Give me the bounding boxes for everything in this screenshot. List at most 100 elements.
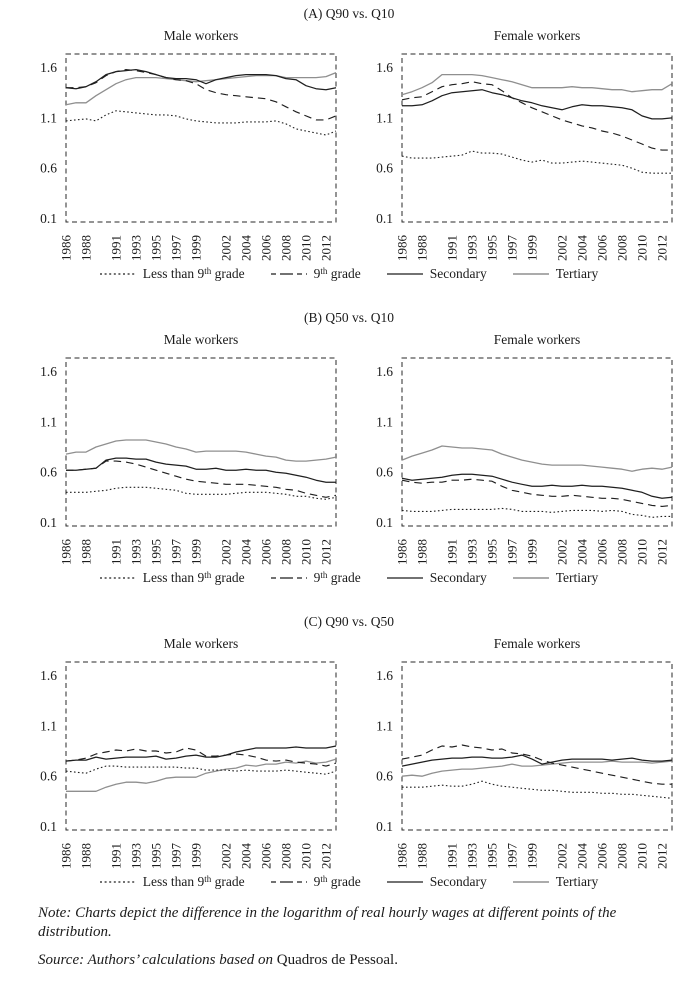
x-axis-tick-label: 1988 <box>79 539 94 565</box>
plot-frame <box>401 53 673 223</box>
legend-label-less-than-9th-grade: Less than 9th grade <box>143 570 245 586</box>
y-axis-tick-label: 0.1 <box>376 819 393 834</box>
legend-label-post: grade <box>327 874 361 889</box>
series-less-than-9th-grade-line <box>65 110 337 136</box>
x-axis-tick-label: 1999 <box>525 539 540 565</box>
panel-title-A: (A) Q90 vs. Q10 <box>303 6 395 21</box>
note-text: Note: Charts depict the difference in th… <box>38 904 662 942</box>
legend-label-9th-grade: 9th grade <box>314 266 361 282</box>
series-9th-grade-line <box>401 478 673 507</box>
x-axis-tick-label: 2004 <box>239 539 254 566</box>
panel-C: (C) Q90 vs. Q50 Male workers 1.6 1.1 0.6 0.1 1… <box>6 614 692 890</box>
x-axis-tick-label: 1999 <box>189 539 204 565</box>
x-axis-tick-label: 2010 <box>635 539 650 565</box>
y-axis-tick-label: 0.1 <box>376 515 393 530</box>
x-axis-tick-label: 2006 <box>595 235 610 262</box>
y-axis-tick-label: 1.6 <box>376 60 393 75</box>
series-secondary-line <box>65 68 337 91</box>
source-text: Source: Authors’ calculations based on Q… <box>38 951 662 970</box>
x-axis-tick-label: 2010 <box>299 235 314 261</box>
x-axis-tick-label: 2010 <box>635 843 650 869</box>
legend-item-tertiary: Tertiary <box>512 874 599 890</box>
chart-block-A-female: Female workers 1.6 1.1 0.6 0.1 1986 1988 1991 19… <box>342 28 678 266</box>
legend-swatch-9th-grade <box>270 577 307 579</box>
x-axis-tick-label: 1991 <box>445 235 460 261</box>
charts-row-B: Male workers 1.6 1.1 0.6 0.1 1986 1988 1991 1993… <box>6 332 692 570</box>
x-axis-tick-label: 1997 <box>505 539 520 566</box>
x-axis-tick-label: 2008 <box>279 235 294 261</box>
legend-item-less-than-9th-grade: Less than 9th grade <box>99 874 245 890</box>
panel-A: (A) Q90 vs. Q10 Male workers 1.6 1.1 0.6 0.1 1… <box>6 6 692 282</box>
series-9th-grade-line <box>401 81 672 151</box>
x-axis-tick-label: 1991 <box>109 235 124 261</box>
chart-block-B-male: Male workers 1.6 1.1 0.6 0.1 1986 1988 1991 1993… <box>6 332 342 570</box>
x-axis-tick-label: 2004 <box>575 235 590 262</box>
x-axis-tick-label: 1999 <box>189 843 204 869</box>
x-axis-tick-label: 2004 <box>239 843 254 870</box>
x-axis-tick-label: 2004 <box>239 235 254 262</box>
x-axis-tick-label: 2010 <box>299 539 314 565</box>
x-axis-tick-label: 2008 <box>615 843 630 869</box>
y-axis-tick-label: 1.1 <box>376 110 393 125</box>
note-body: Note: Charts depict the difference in th… <box>38 905 617 941</box>
y-axis-tick-label: 0.1 <box>376 211 393 226</box>
x-axis-tick-label: 2008 <box>279 843 294 869</box>
legend-swatch-tertiary <box>512 577 549 579</box>
legend-swatch-less-than-9th-grade <box>99 577 136 579</box>
series-9th-grade-line <box>66 69 337 121</box>
x-axis-tick-label: 1997 <box>169 843 184 870</box>
x-axis-tick-label: 2006 <box>259 843 274 870</box>
x-axis-tick-label: 2008 <box>279 539 294 565</box>
legend-label-less-than-9th-grade: Less than 9th grade <box>143 874 245 890</box>
series-9th-grade-line <box>401 744 672 785</box>
series-9th-grade-line <box>66 460 337 498</box>
x-axis-tick-label: 1993 <box>465 235 480 261</box>
x-axis-tick-label: 2002 <box>555 539 570 565</box>
chart-subtitle-A-male: Male workers <box>163 28 239 43</box>
series-secondary-line <box>402 89 673 120</box>
x-axis-tick-label: 1988 <box>415 235 430 261</box>
chart-block-B-female: Female workers 1.6 1.1 0.6 0.1 1986 1988 1991 19… <box>342 332 678 570</box>
legend-label-superscript: th <box>320 265 328 276</box>
y-axis-tick-label: 1.1 <box>40 414 57 429</box>
series-tertiary-line <box>401 73 673 96</box>
legend-item-secondary: Secondary <box>386 266 487 282</box>
y-axis-tick-label: 0.1 <box>40 819 57 834</box>
x-axis-tick-label: 1988 <box>415 843 430 869</box>
x-axis-tick-label: 1991 <box>445 539 460 565</box>
legend-item-secondary: Secondary <box>386 874 487 890</box>
series-9th-grade-line <box>65 747 337 767</box>
series-tertiary-line <box>65 439 337 462</box>
x-axis-tick-label: 1986 <box>59 539 74 566</box>
x-axis-tick-label: 1999 <box>189 235 204 261</box>
series-less-than-9th-grade-line <box>66 486 337 500</box>
series-tertiary-line <box>65 71 337 106</box>
legend-item-9th-grade: 9th grade <box>270 266 361 282</box>
x-axis-tick-label: 1995 <box>149 539 164 565</box>
y-axis-tick-label: 0.6 <box>376 769 393 784</box>
x-axis-tick-label: 1986 <box>395 539 410 566</box>
legend: Less than 9th grade 9th grade Secondary Ter… <box>6 874 692 890</box>
x-axis-tick-label: 1995 <box>485 539 500 565</box>
x-axis-tick-label: 2002 <box>219 843 234 869</box>
x-axis-tick-label: 1999 <box>525 235 540 261</box>
legend: Less than 9th grade 9th grade Secondary Ter… <box>6 266 692 282</box>
y-axis-tick-label: 0.6 <box>40 769 57 784</box>
legend-swatch-9th-grade <box>270 273 307 275</box>
chart-subtitle-B-female: Female workers <box>493 332 581 347</box>
series-tertiary-line <box>401 760 673 777</box>
x-axis-tick-label: 1999 <box>525 843 540 869</box>
chart-block-C-male: Male workers 1.6 1.1 0.6 0.1 1986 1988 1991 1993… <box>6 636 342 874</box>
series-secondary-line <box>65 745 337 762</box>
series-secondary-line <box>401 754 673 767</box>
x-axis-tick-label: 1988 <box>79 235 94 261</box>
x-axis-tick-label: 2008 <box>615 235 630 261</box>
x-axis-tick-label: 2006 <box>259 539 274 566</box>
series-secondary-line <box>401 473 673 499</box>
legend-label-pre: Tertiary <box>555 874 599 889</box>
y-axis-tick-label: 1.6 <box>376 668 393 683</box>
